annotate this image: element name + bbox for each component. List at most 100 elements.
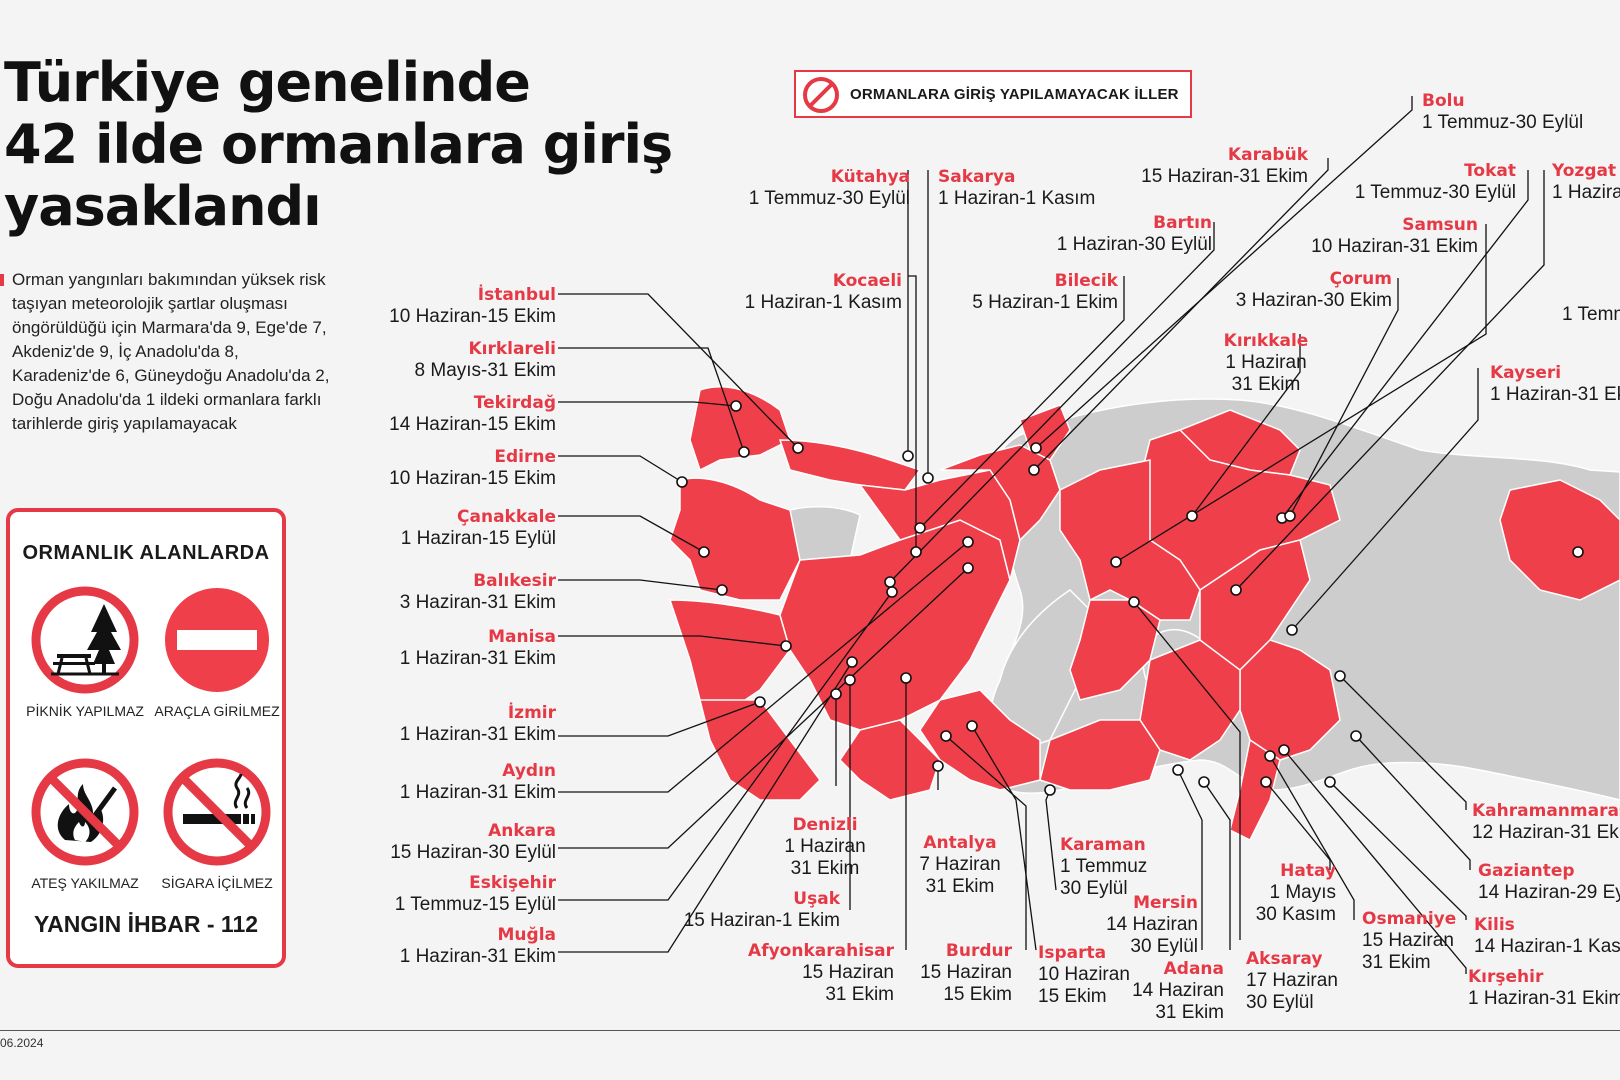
province-name: Denizli [792,815,858,835]
map-legend: ORMANLARA GİRİŞ YAPILAMAYACAK İLLER [794,70,1192,118]
province-name: Aydın [502,761,556,781]
province-name: Tekirdağ [473,393,556,413]
province-dates-2: 30 Eylül [1060,878,1128,899]
label-kocaeli: Kocaeli 1 Haziran-1 Kasım [745,270,902,314]
province-dates: 1 Temm [1562,304,1620,325]
legend-label: ORMANLARA GİRİŞ YAPILAMAYACAK İLLER [850,86,1179,103]
province-name: Karabük [1227,145,1308,165]
label-kirsehir: Kırşehir 1 Haziran-31 Ekim [1468,966,1620,1010]
title-line-2: 42 ilde ormanlara giriş [4,113,673,176]
province-name: Hatay [1280,861,1336,881]
prohibited-icon [803,77,839,113]
label-ankara: Ankara 15 Haziran-30 Eylül [390,820,556,864]
label-samsun: Samsun 10 Haziran-31 Ekim [1311,214,1478,258]
province-name: Adana [1163,959,1224,979]
province-dates: 1 Haziran-31 Ekim [399,648,556,669]
label-unnamed-east: 1 Temm [1562,304,1620,326]
province-name: Karaman [1060,835,1146,855]
label-mugla: Muğla 1 Haziran-31 Ekim [400,924,556,968]
province-dates: 1 Temmuz-30 Eylül [748,188,910,209]
province-dates: 1 Haziran [784,836,866,857]
label-afyonkarahisar: Afyonkarahisar 15 Haziran 31 Ekim [748,940,894,1006]
label-edirne: Edirne 10 Haziran-15 Ekim [389,446,556,490]
province-dates: 1 Haziran-31 Ekim [399,782,556,803]
province-dates: 3 Haziran-30 Ekim [1235,290,1392,311]
province-name: Isparta [1038,943,1107,963]
label-kilis: Kilis 14 Haziran-1 Kası [1474,914,1620,958]
province-dates: 1 Haziran-31 Ek [1490,384,1620,405]
rule-no-picnic: PİKNİK YAPILMAZ [20,584,150,721]
label-karabuk: Karabük 15 Haziran-31 Ekim [1141,144,1308,188]
rule-no-fire: ATEŞ YAKILMAZ [20,756,150,893]
label-izmir: İzmir 1 Haziran-31 Ekim [400,702,556,746]
province-dates: 14 Haziran-1 Kası [1474,936,1620,957]
province-name: Tokat [1464,161,1516,181]
label-corum: Çorum 3 Haziran-30 Ekim [1236,268,1392,312]
description-marker [0,274,4,286]
province-name: Kayseri [1490,363,1562,383]
province-dates: 14 Haziran-29 Ey [1478,882,1620,903]
rule-label-vehicle: ARAÇLA GİRİLMEZ [154,703,280,719]
label-gaziantep: Gaziantep 14 Haziran-29 Ey [1478,860,1620,904]
label-antalya: Antalya 7 Haziran 31 Ekim [910,832,1010,898]
province-dates: 8 Mayıs-31 Ekim [414,360,556,381]
province-dates-2: 30 Eylül [1246,992,1314,1013]
province-name: Balıkesir [473,571,556,591]
province-dates-2: 31 Ekim [1231,374,1301,395]
province-dates: 5 Haziran-1 Ekim [972,292,1118,313]
label-karaman: Karaman 1 Temmuz 30 Eylül [1060,834,1147,900]
province-name: Eskişehir [469,873,556,893]
province-dates: 14 Haziran [1106,914,1198,935]
province-name: İzmir [507,703,556,723]
province-dates: 1 Haziran-31 Ekim [399,724,556,745]
province-dates: 1 Haziran-31 Ekim [399,946,556,967]
province-dates: 1 Haziran-1 Kasım [744,292,902,313]
title-line-1: Türkiye genelinde [4,51,531,114]
province-name: Osmaniye [1362,909,1457,929]
province-name: Antalya [923,833,997,853]
province-name: Bilecik [1054,271,1118,291]
rule-no-vehicle: ARAÇLA GİRİLMEZ [152,584,282,721]
label-sakarya: Sakarya 1 Haziran-1 Kasım [938,166,1095,210]
province-name: Burdur [945,941,1012,961]
province-name: Kilis [1474,915,1515,935]
rule-no-smoking: SİGARA İÇİLMEZ [152,756,282,893]
province-name: Bolu [1422,91,1465,111]
label-isparta: Isparta 10 Haziran 15 Ekim [1038,942,1130,1008]
rules-title: ORMANLIK ALANLARDA [22,542,270,564]
map-banned-regions [668,386,1620,842]
page-title: Türkiye genelinde 42 ilde ormanlara giri… [4,51,673,238]
province-name: Kırşehir [1468,967,1544,987]
province-dates: 1 Temmuz-30 Eylül [1422,112,1584,133]
province-name: Mersin [1133,893,1198,913]
province-dates-2: 31 Ekim [790,858,860,879]
province-dates: 14 Haziran-15 Ekim [389,414,556,435]
province-name: Manisa [488,627,556,647]
footer-date: 06.2024 [0,1036,44,1050]
label-yozgat: Yozgat 1 Hazira [1552,160,1620,204]
label-balikesir: Balıkesir 3 Haziran-31 Ekim [400,570,556,614]
picnic-forbidden-icon [31,586,139,694]
fire-forbidden-icon [31,758,139,866]
province-name: Ankara [488,821,556,841]
rule-label-picnic: PİKNİK YAPILMAZ [26,703,144,719]
label-denizli: Denizli 1 Haziran 31 Ekim [772,814,878,880]
province-dates: 1 Mayıs [1269,882,1336,903]
province-dates: 1 Haziran-31 Ekim [1468,988,1620,1009]
label-tokat: Tokat 1 Temmuz-30 Eylül [1355,160,1516,204]
province-name: Samsun [1402,215,1478,235]
province-dates: 1 Temmuz-30 Eylül [1354,182,1516,203]
label-bolu: Bolu 1 Temmuz-30 Eylül [1422,90,1583,134]
label-tekirdag: Tekirdağ 14 Haziran-15 Ekim [389,392,556,436]
forest-rules-box: ORMANLIK ALANLARDA PİKNİK YAPILMAZ ARAÇL… [6,508,286,968]
label-hatay: Hatay 1 Mayıs 30 Kasım [1256,860,1336,926]
province-dates-2: 31 Ekim [1362,952,1431,973]
province-dates: 1 Temmuz [1060,856,1148,877]
province-name: Muğla [497,925,557,945]
label-burdur: Burdur 15 Haziran 15 Ekim [920,940,1012,1006]
province-name: Afyonkarahisar [748,941,894,961]
description: Orman yangınları bakımından yüksek risk … [12,270,330,433]
fire-hotline: YANGIN İHBAR - 112 [33,911,259,937]
province-dates-2: 30 Kasım [1255,904,1336,925]
province-dates: 1 Haziran [1225,352,1307,373]
